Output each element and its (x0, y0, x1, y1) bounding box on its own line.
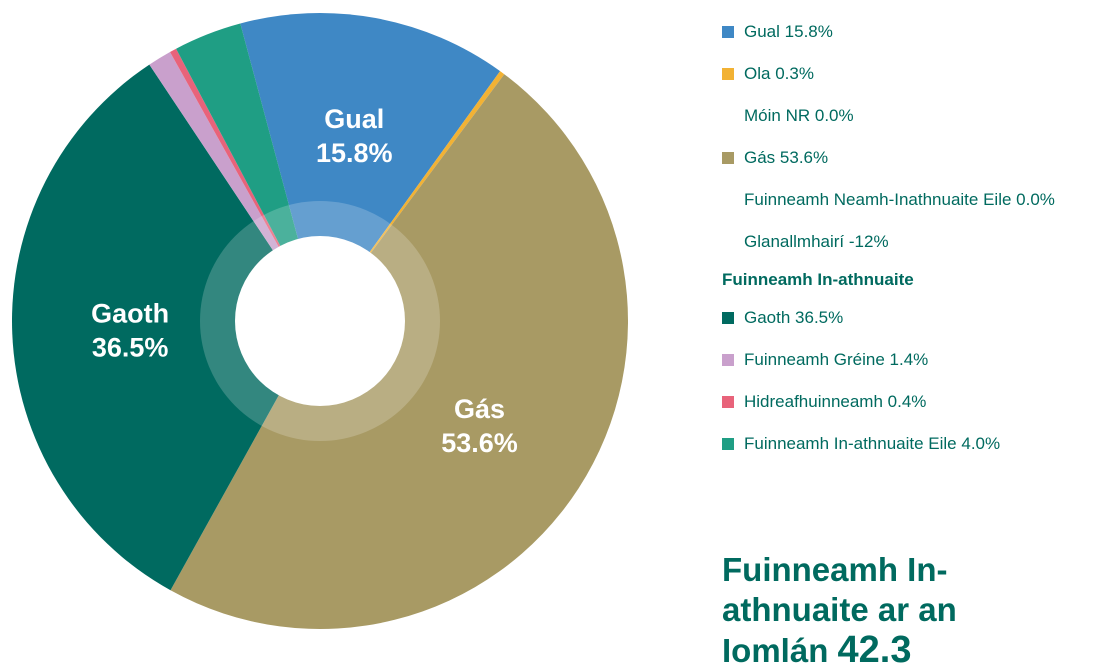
legend-swatch (722, 354, 734, 366)
legend-text: Gás 53.6% (744, 146, 1074, 170)
legend-text: Móin NR 0.0% (744, 104, 1074, 128)
legend-item: Hidreafhuinneamh 0.4% (722, 390, 1102, 414)
legend-name: Glanallmhairí (744, 232, 845, 251)
legend-text: Gaoth 36.5% (744, 306, 1074, 330)
legend-name: Gaoth (744, 308, 791, 327)
legend-name: Ola (744, 64, 771, 83)
legend-swatch (722, 152, 734, 164)
slice-label: Gual (324, 104, 384, 134)
donut-hole (235, 236, 405, 406)
legend-value: 0.4% (887, 392, 927, 411)
legend-text: Glanallmhairí -12% (744, 230, 1074, 254)
legend-name: Hidreafhuinneamh (744, 392, 883, 411)
legend-name: Gás (744, 148, 776, 167)
legend-swatch (722, 438, 734, 450)
legend-value: 4.0% (961, 434, 1001, 453)
legend-item: Gás 53.6% (722, 146, 1102, 170)
legend-value: 0.0% (814, 106, 854, 125)
legend-heading: Fuinneamh In-athnuaite (722, 270, 914, 289)
legend-text: Fuinneamh In-athnuaite Eile 4.0% (744, 432, 1074, 456)
legend-text: Fuinneamh Gréine 1.4% (744, 348, 1074, 372)
legend-swatch (722, 194, 734, 206)
legend-text: Fuinneamh Neamh-Inathnuaite Eile 0.0% (744, 188, 1074, 212)
slice-label: Gaoth (91, 299, 169, 329)
total-value: 42.3 (837, 629, 912, 665)
legend-value: 0.0% (1016, 190, 1055, 209)
legend-item: Ola 0.3% (722, 62, 1102, 86)
legend-swatch (722, 236, 734, 248)
legend-value: 36.5% (795, 308, 844, 327)
legend-item: Gual 15.8% (722, 20, 1102, 44)
legend-text: Hidreafhuinneamh 0.4% (744, 390, 1074, 414)
legend-item: Fuinneamh In-athnuaite Eile 4.0% (722, 432, 1102, 456)
donut-chart: Gual 15.8% Gás 53.6% Gaoth 36.5% (12, 13, 628, 629)
legend-swatch (722, 110, 734, 122)
legend-value: 53.6% (779, 148, 829, 167)
legend-value: 0.3% (775, 64, 814, 83)
legend-swatch (722, 68, 734, 80)
slice (12, 64, 320, 591)
legend: Gual 15.8% Ola 0.3% Móin NR 0.0% Gás 53.6% F… (722, 20, 1102, 474)
legend-name: Gual (744, 22, 780, 41)
slice-label: Gás (454, 394, 505, 424)
legend-swatch (722, 312, 734, 324)
legend-name: Fuinneamh In-athnuaite Eile (744, 434, 957, 453)
legend-value: 1.4% (889, 350, 929, 369)
slice-value: 53.6% (441, 428, 518, 458)
legend-swatch (722, 26, 734, 38)
legend-item: Móin NR 0.0% (722, 104, 1102, 128)
legend-swatch (722, 396, 734, 408)
legend-item: Gaoth 36.5% (722, 306, 1102, 330)
legend-name: Fuinneamh Gréine (744, 350, 885, 369)
slice-value: 36.5% (92, 333, 169, 363)
legend-name: Fuinneamh Neamh-Inathnuaite Eile (744, 190, 1012, 209)
slice-value: 15.8% (316, 138, 393, 168)
legend-name: Móin NR (744, 106, 811, 125)
legend-value: 15.8% (784, 22, 833, 41)
total-label: Fuinneamh In-athnuaite ar an Iomlán (722, 551, 957, 665)
legend-item: Glanallmhairí -12% (722, 230, 1102, 254)
legend-value: -12% (848, 232, 889, 251)
legend-item: Fuinneamh Gréine 1.4% (722, 348, 1102, 372)
total: Fuinneamh In-athnuaite ar an Iomlán 42.3 (722, 550, 1062, 665)
legend-item: Fuinneamh Neamh-Inathnuaite Eile 0.0% (722, 188, 1102, 212)
legend-text: Gual 15.8% (744, 20, 1074, 44)
legend-text: Ola 0.3% (744, 62, 1074, 86)
